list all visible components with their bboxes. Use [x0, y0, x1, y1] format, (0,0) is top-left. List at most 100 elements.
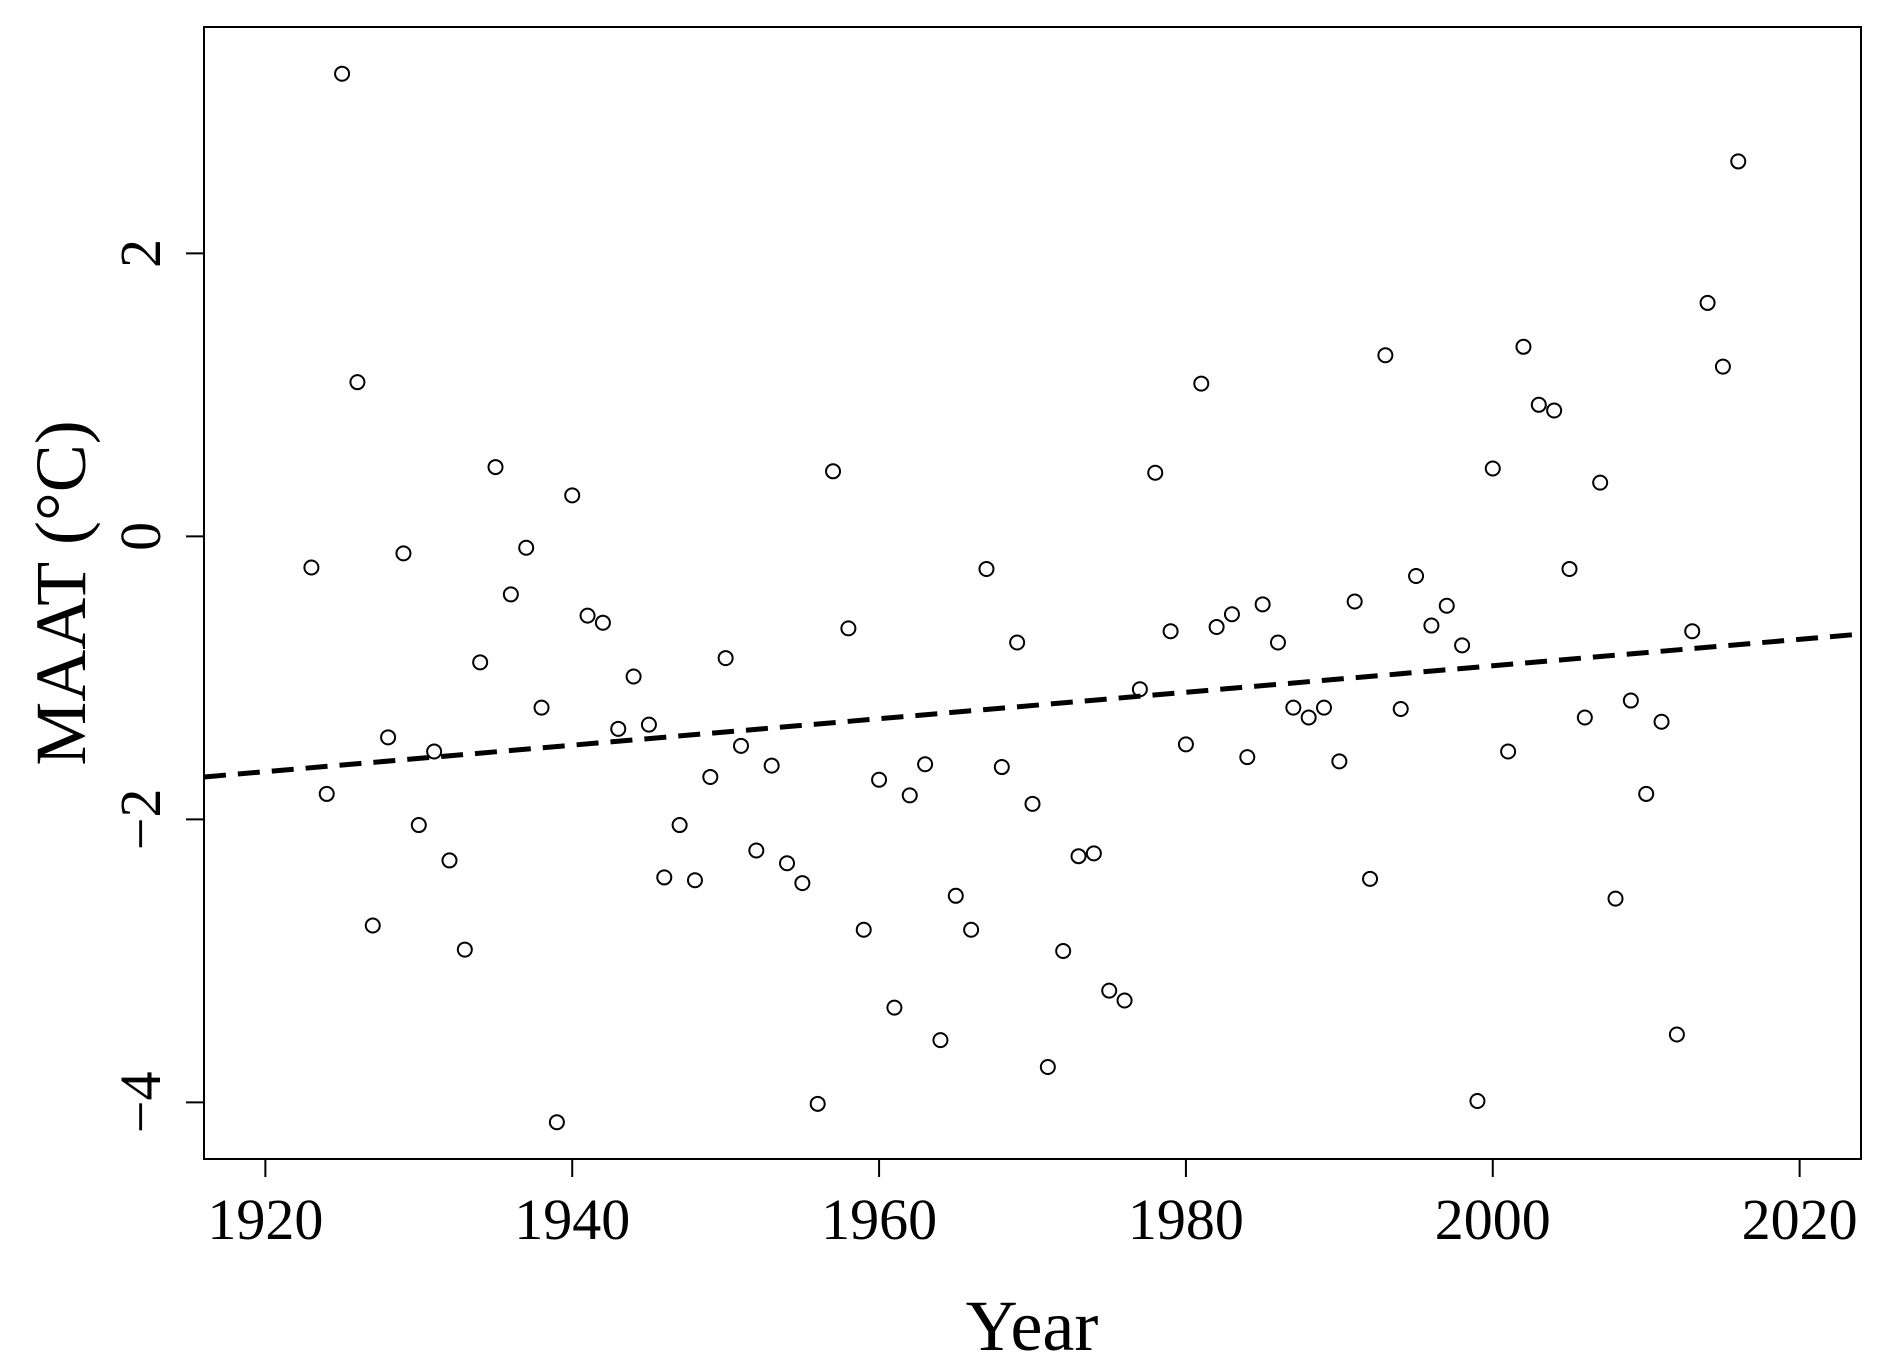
data-point	[886, 999, 903, 1016]
data-point	[763, 757, 780, 774]
data-point	[993, 759, 1010, 776]
data-point	[963, 921, 980, 938]
data-point	[1622, 692, 1639, 709]
data-point	[1515, 338, 1532, 355]
x-tick-label: 1980	[1128, 1187, 1244, 1252]
data-point	[487, 459, 504, 476]
data-point	[825, 463, 842, 480]
data-point	[456, 941, 473, 958]
data-point	[932, 1032, 949, 1049]
data-point	[779, 855, 796, 872]
plot-frame	[203, 26, 1862, 1160]
data-point	[1484, 460, 1501, 477]
x-tick-label: 1960	[821, 1187, 937, 1252]
data-point	[518, 539, 535, 556]
data-point	[472, 654, 489, 671]
data-point	[318, 785, 335, 802]
data-point	[610, 720, 627, 737]
x-axis: 1920 1940 1960 1980 2000 2020	[207, 1159, 1858, 1252]
data-point	[548, 1114, 565, 1131]
data-point	[809, 1095, 826, 1112]
data-point	[1162, 623, 1179, 640]
x-tick-label: 2020	[1742, 1187, 1858, 1252]
y-axis-title: MAAT (°C)	[21, 420, 101, 765]
data-point	[1454, 637, 1471, 654]
data-point	[1300, 709, 1317, 726]
data-point	[748, 842, 765, 859]
data-point	[1714, 358, 1731, 375]
data-point	[917, 756, 934, 773]
data-point	[1009, 634, 1026, 651]
data-point	[686, 872, 703, 889]
data-point	[671, 817, 688, 834]
data-point	[1576, 709, 1593, 726]
data-point	[1239, 749, 1256, 766]
data-point	[1377, 347, 1394, 364]
data-point	[1392, 701, 1409, 718]
data-point	[1085, 845, 1102, 862]
data-point	[441, 852, 458, 869]
data-point	[1147, 464, 1164, 481]
data-point	[901, 787, 918, 804]
y-axis: −4 −2 0 2	[108, 239, 204, 1133]
y-tick-label: 0	[108, 522, 173, 551]
data-point	[702, 768, 719, 785]
data-point	[410, 817, 427, 834]
data-point	[594, 614, 611, 631]
data-point	[732, 737, 749, 754]
data-point	[1730, 153, 1747, 170]
data-point	[334, 65, 351, 82]
data-point	[1546, 402, 1563, 419]
data-point	[1223, 606, 1240, 623]
data-point	[1653, 713, 1670, 730]
trend-line	[203, 631, 1862, 780]
x-axis-title: Year	[966, 1286, 1099, 1362]
data-point	[1469, 1092, 1486, 1109]
data-point	[625, 668, 642, 685]
data-point	[380, 729, 397, 746]
data-point	[502, 586, 519, 603]
data-point	[978, 560, 995, 577]
data-point	[794, 875, 811, 892]
scatter-points	[303, 65, 1747, 1131]
data-point	[1177, 736, 1194, 753]
data-point	[1500, 743, 1517, 760]
data-point	[640, 716, 657, 733]
data-point	[1438, 597, 1455, 614]
data-point	[1070, 848, 1087, 865]
data-point	[1684, 623, 1701, 640]
data-point	[1607, 890, 1624, 907]
data-point	[426, 743, 443, 760]
data-point	[717, 650, 734, 667]
data-point	[1699, 294, 1716, 311]
y-tick-label: 2	[108, 239, 173, 268]
data-point	[1638, 785, 1655, 802]
data-point	[533, 699, 550, 716]
data-point	[656, 869, 673, 886]
data-point	[1362, 870, 1379, 887]
data-point	[1055, 942, 1072, 959]
data-point	[1131, 681, 1148, 698]
data-point	[364, 917, 381, 934]
trend-line-group	[203, 631, 1862, 780]
data-point	[1208, 618, 1225, 635]
data-point	[349, 374, 366, 391]
x-tick-label: 2000	[1435, 1187, 1551, 1252]
data-point	[840, 620, 857, 637]
y-tick-label: −2	[108, 789, 173, 851]
data-point	[564, 487, 581, 504]
data-point	[871, 771, 888, 788]
data-point	[1101, 982, 1118, 999]
data-point	[1592, 474, 1609, 491]
data-point	[1254, 596, 1271, 613]
data-point	[1346, 593, 1363, 610]
data-point	[1285, 699, 1302, 716]
x-tick-label: 1920	[207, 1187, 323, 1252]
data-point	[1331, 753, 1348, 770]
data-point	[1024, 795, 1041, 812]
data-point	[1530, 396, 1547, 413]
data-point	[1668, 1026, 1685, 1043]
y-tick-label: −4	[108, 1072, 173, 1134]
data-point	[395, 545, 412, 562]
